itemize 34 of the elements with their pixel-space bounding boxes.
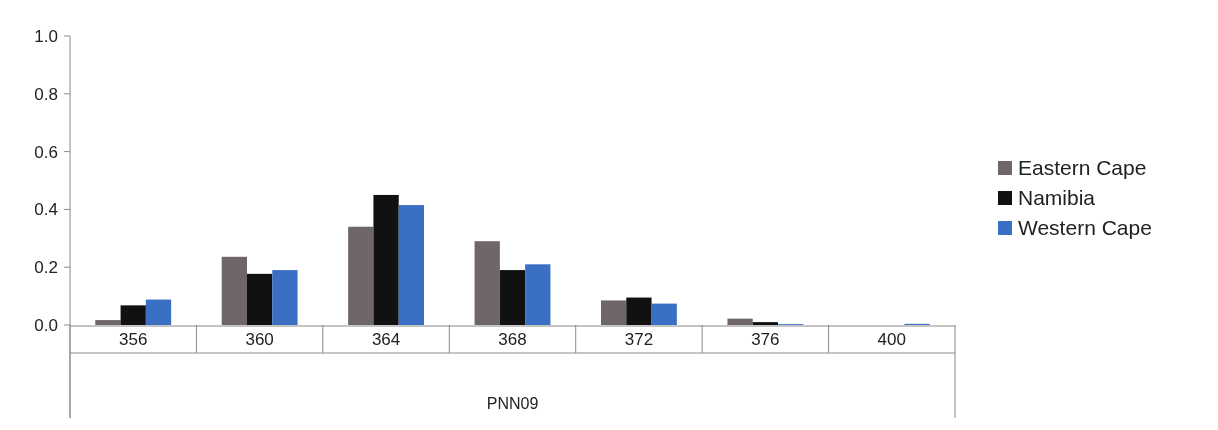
y-tick-label: 1.0 [34, 26, 58, 46]
bar [95, 320, 121, 325]
y-tick-label: 0.2 [34, 258, 58, 278]
x-tick-label: 356 [119, 329, 148, 349]
legend-label: Western Cape [1018, 216, 1152, 240]
bar [651, 303, 677, 325]
bar [499, 270, 526, 325]
bar [525, 264, 551, 325]
bar [398, 205, 424, 325]
bar [221, 256, 247, 325]
x-tick-label: 400 [877, 329, 906, 349]
x-tick-label: 376 [751, 329, 780, 349]
bar [348, 226, 374, 325]
x-tick-label: 372 [624, 329, 654, 349]
y-tick-label: 0.6 [34, 142, 58, 162]
bar [373, 194, 399, 325]
bar [145, 299, 172, 325]
bar [626, 297, 652, 325]
y-tick-label: 0.0 [34, 315, 58, 335]
bar [120, 305, 146, 325]
bar [474, 241, 500, 325]
legend-label: Namibia [1018, 186, 1096, 210]
y-tick-label: 0.4 [34, 200, 58, 220]
x-axis-title: PNN09 [486, 394, 539, 412]
bar [752, 322, 778, 325]
x-tick-label: 368 [498, 329, 527, 349]
x-tick-label: 364 [371, 329, 401, 349]
bar [247, 273, 273, 325]
bar [601, 300, 627, 325]
bar [727, 318, 753, 325]
legend-label: Eastern Cape [1018, 156, 1147, 180]
x-tick-label: 360 [245, 329, 274, 349]
y-tick-label: 0.8 [34, 84, 58, 104]
bar [272, 270, 298, 325]
